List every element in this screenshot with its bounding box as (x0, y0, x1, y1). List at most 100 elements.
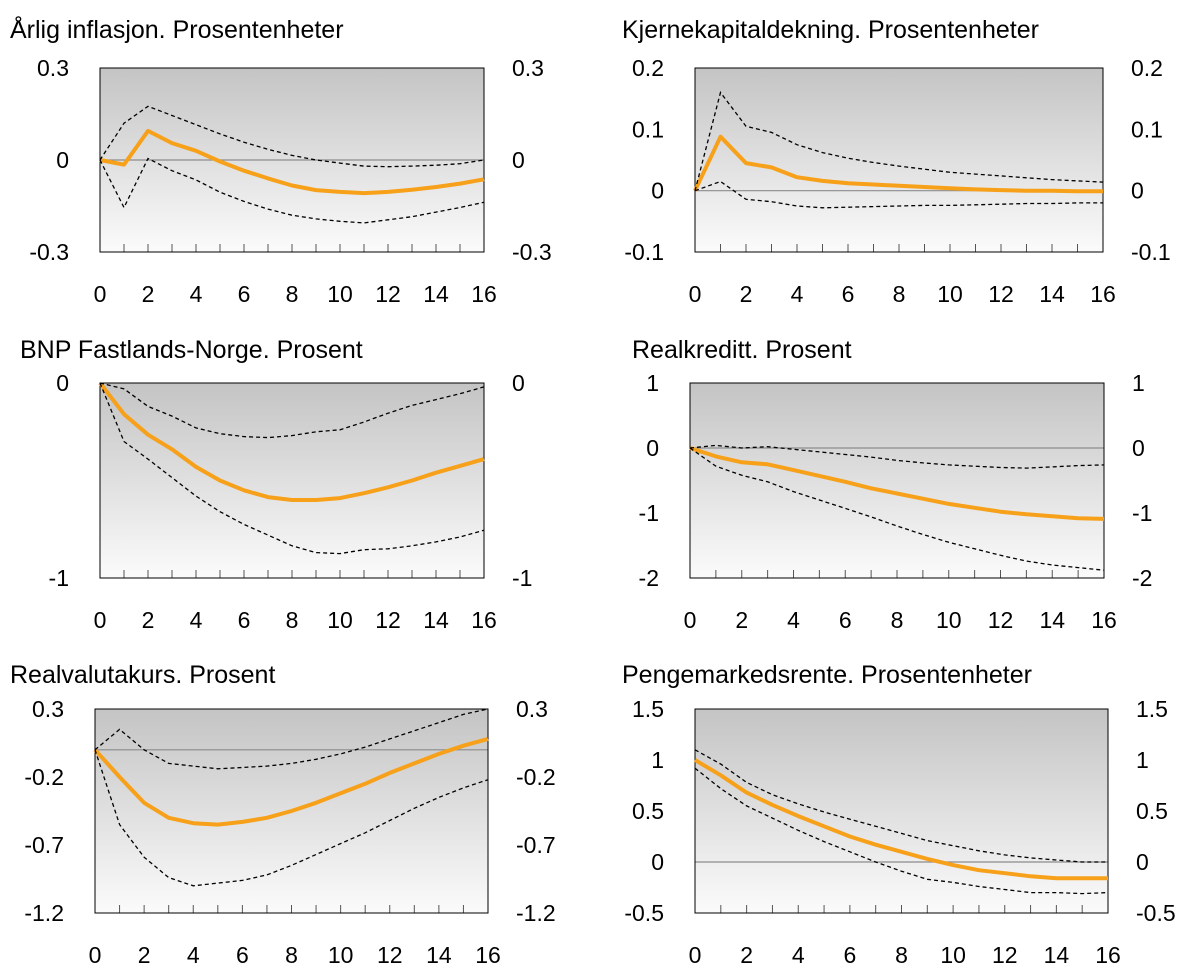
x-tick-label: 8 (285, 942, 298, 968)
panel-inflation: Årlig inflasjon. Prosentenheter 0 2 4 6 8 10 1… (10, 14, 552, 307)
series-line-upper (694, 749, 1108, 863)
panel-money-market-rate: Pengemarkedsrente. Prosentenheter 0 2 4 6 8 1… (622, 661, 1176, 968)
series-line-estimate (93, 736, 489, 827)
panel-title: Årlig inflasjon. Prosentenheter (10, 14, 344, 44)
series-line-upper (689, 444, 1105, 469)
series-line-upper (99, 105, 485, 168)
x-tick-label: 8 (286, 281, 299, 307)
x-tick-label: 0 (94, 607, 107, 633)
panel-title: Realvalutakurs. Prosent (10, 661, 275, 689)
x-tick-label: 6 (842, 281, 855, 307)
x-tick-label: 12 (988, 281, 1014, 307)
y-tick-label-right: -1 (1132, 500, 1152, 526)
plot-frame (94, 708, 489, 914)
y-tick-label-left: 0.3 (32, 696, 64, 722)
y-tick-label-right: -1.2 (516, 900, 556, 926)
series-line-lower (689, 447, 1105, 571)
x-tick-label: 14 (1039, 607, 1065, 633)
x-tick-label: 0 (689, 942, 702, 968)
series-line-upper (99, 382, 485, 439)
x-tick-label: 0 (89, 942, 102, 968)
y-tick-label-left: 1 (646, 370, 659, 396)
x-tick-label: 16 (1095, 942, 1121, 968)
plot-background (695, 68, 1103, 252)
plot-frame (689, 382, 1105, 579)
x-tick-label: 8 (895, 942, 908, 968)
x-tick-label: 10 (327, 281, 353, 307)
plot-frame (694, 67, 1104, 253)
x-tick-label: 2 (142, 281, 155, 307)
y-tick-label-left: -1 (639, 500, 659, 526)
x-tick-label: 14 (423, 281, 449, 307)
plot-background (100, 383, 484, 578)
x-tick-label: 2 (138, 942, 151, 968)
x-tick-label: 12 (375, 281, 401, 307)
x-tick-label: 4 (187, 942, 200, 968)
x-tick-label: 10 (328, 942, 354, 968)
x-tick-label: 10 (937, 281, 963, 307)
series-line-estimate (99, 128, 485, 196)
y-tick-label-right: -2 (1132, 565, 1152, 591)
panel-title: Realkreditt. Prosent (632, 336, 852, 364)
x-tick-label: 10 (936, 607, 962, 633)
x-tick-label: 14 (1044, 942, 1070, 968)
series-line-estimate (689, 446, 1105, 521)
y-tick-label-right: 0.5 (1136, 798, 1168, 824)
panel-real-exchange-rate: Realvalutakurs. Prosent 0 2 4 6 8 10 12 14 16 -1.… (10, 661, 556, 968)
x-tick-label: 8 (893, 281, 906, 307)
y-tick-label-right: -0.2 (516, 764, 556, 790)
x-tick-label: 12 (375, 607, 401, 633)
x-tick-label: 16 (471, 281, 497, 307)
y-tick-label-left: -1.2 (24, 900, 64, 926)
y-tick-label-right: 0.3 (516, 696, 548, 722)
x-tick-label: 14 (426, 942, 452, 968)
series-line-lower (94, 749, 489, 887)
series-line-estimate (98, 381, 485, 502)
y-tick-label-right: -1 (512, 565, 532, 591)
y-tick-label-right: 0.1 (1131, 116, 1163, 142)
x-tick-label: 12 (988, 607, 1014, 633)
x-tick-label: 6 (843, 942, 856, 968)
panel-real-credit: Realkreditt. Prosent 0 2 4 6 8 10 12 14 16-2 -2-1… (632, 336, 1152, 633)
series-line-estimate (693, 758, 1108, 881)
y-tick-label-left: -0.3 (29, 239, 69, 265)
plot-background (695, 709, 1108, 913)
panel-title: BNP Fastlands-Norge. Prosent (20, 336, 363, 364)
plot-frame (694, 708, 1109, 914)
plot-background (690, 383, 1104, 578)
y-tick-label-right: 0 (1132, 435, 1145, 461)
y-tick-label-right: 0 (512, 370, 525, 396)
panel-gdp-mainland: BNP Fastlands-Norge. Prosent 0 2 4 6 8 10 12 14… (20, 336, 532, 633)
x-tick-label: 2 (740, 942, 753, 968)
x-tick-label: 2 (740, 281, 753, 307)
y-tick-label-right: 0 (1131, 178, 1144, 204)
x-tick-label: 4 (787, 607, 800, 633)
x-tick-label: 0 (689, 281, 702, 307)
y-tick-label-right: -0.1 (1131, 239, 1171, 265)
x-tick-label: 2 (735, 607, 748, 633)
y-tick-label-right: 0 (1136, 849, 1149, 875)
series-line-estimate (693, 134, 1103, 194)
y-tick-label-right: 1 (1136, 747, 1149, 773)
y-tick-label-left: 0 (646, 435, 659, 461)
series-line-upper (694, 91, 1104, 191)
x-tick-label: 6 (236, 942, 249, 968)
x-tick-label: 4 (791, 281, 804, 307)
y-tick-label-left: -0.5 (624, 900, 664, 926)
y-tick-label-left: -0.1 (624, 239, 664, 265)
y-tick-label-left: 0 (56, 370, 69, 396)
x-tick-label: 10 (327, 607, 353, 633)
x-tick-label: 6 (839, 607, 852, 633)
y-tick-label-right: 0.3 (512, 55, 544, 81)
x-tick-label: 12 (377, 942, 403, 968)
y-tick-label-left: -0.2 (24, 764, 64, 790)
y-tick-label-left: 1.5 (632, 696, 664, 722)
y-tick-label-right: 0 (512, 147, 525, 173)
y-tick-label-right: -0.7 (516, 832, 556, 858)
y-tick-label-left: 0.1 (632, 116, 664, 142)
series-line-lower (99, 382, 485, 555)
panel-capital-ratio: Kjernekapitaldekning. Prosentenheter 0 2 4… (622, 16, 1171, 307)
x-tick-label: 4 (190, 281, 203, 307)
x-tick-label: 4 (792, 942, 805, 968)
y-tick-label-left: 0.3 (37, 55, 69, 81)
